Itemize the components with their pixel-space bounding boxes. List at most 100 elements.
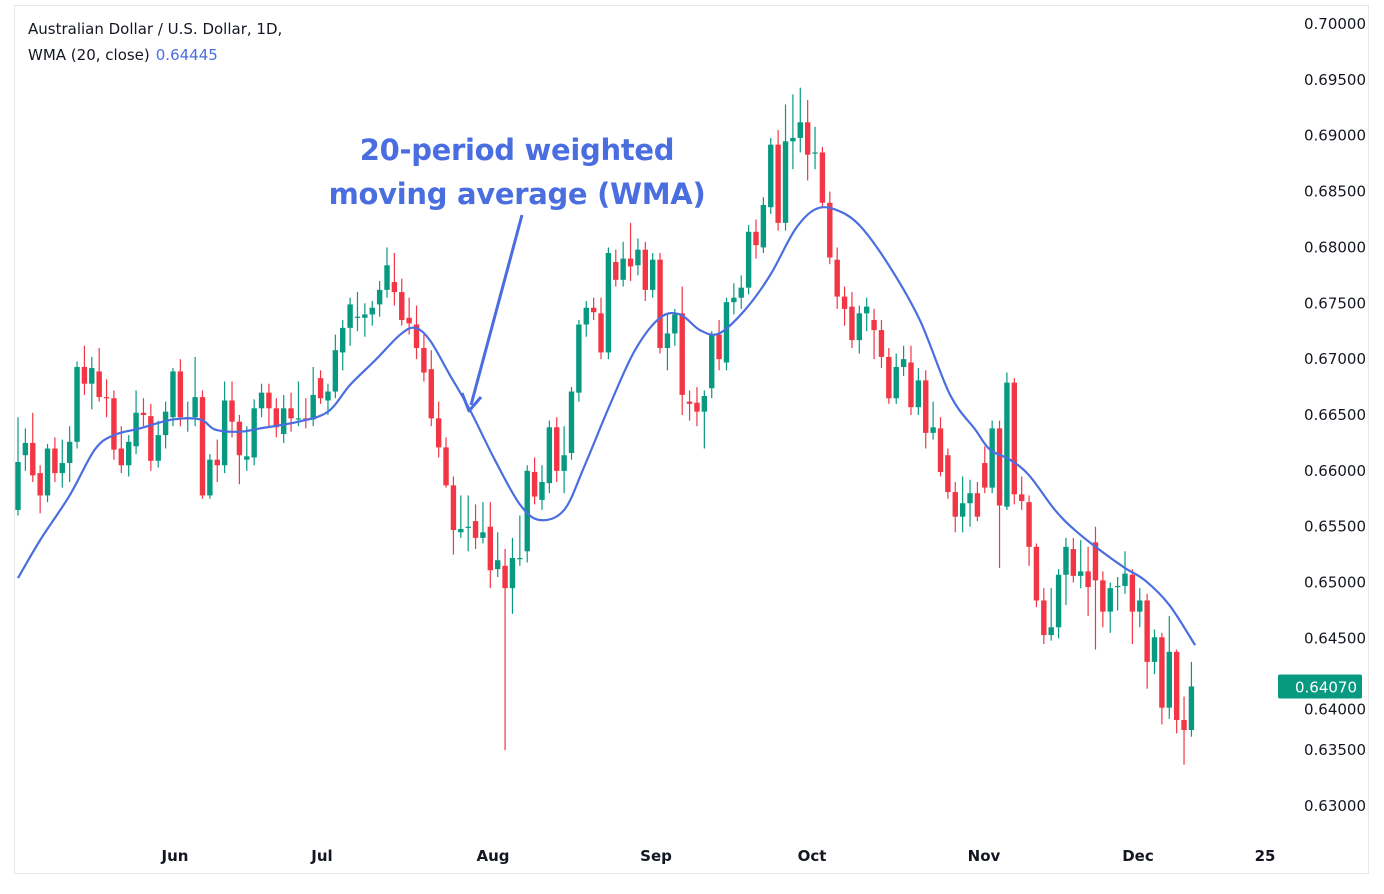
candle-body [509, 557, 516, 589]
candle-body [1033, 546, 1040, 601]
arrow-shaft [469, 214, 524, 406]
indicator-name: WMA (20, close) [28, 46, 150, 64]
candle-body [576, 324, 582, 393]
candle-body [797, 122, 803, 138]
candle-body [723, 302, 730, 363]
candle [812, 126, 818, 170]
candles-layer [15, 87, 1195, 765]
candle-body [531, 471, 538, 497]
time-axis[interactable]: Jun Jul Aug Sep Oct Nov Dec 25 [161, 847, 1276, 865]
candle [1107, 582, 1113, 633]
candle [1151, 629, 1158, 675]
candle-body [465, 526, 471, 528]
candle-body [731, 297, 737, 303]
candle-body [1011, 382, 1017, 495]
candle-body [155, 435, 161, 461]
candle [59, 439, 65, 488]
candle [487, 502, 494, 589]
candle-body [1151, 637, 1158, 662]
candle-body [642, 249, 648, 290]
candle-body [812, 152, 818, 154]
candle-body [996, 428, 1003, 506]
candle [937, 417, 944, 477]
candle [546, 420, 553, 494]
candle [199, 390, 206, 499]
candle-body [443, 447, 449, 486]
candle [849, 292, 855, 348]
candle [900, 345, 907, 376]
candle-body [1122, 573, 1128, 586]
candle [162, 401, 169, 449]
candle-body [1048, 627, 1054, 636]
candle [30, 412, 36, 483]
candle [1026, 495, 1032, 566]
candle-body [435, 418, 442, 448]
price-tick-label: 0.67000 [1304, 350, 1366, 368]
candle [347, 297, 353, 346]
candle-body [782, 141, 789, 223]
candle [996, 420, 1003, 569]
candle [66, 426, 73, 483]
price-axis[interactable]: 0.70000 0.69500 0.69000 0.68500 0.68000 0.675… [1304, 15, 1366, 815]
candle-body [1078, 571, 1084, 576]
candle-body [251, 408, 257, 458]
candle [1144, 593, 1150, 689]
candle [310, 366, 316, 427]
candle [886, 347, 892, 404]
candle-body [635, 249, 641, 266]
price-tick-label: 0.66500 [1304, 406, 1366, 424]
candle [657, 253, 663, 354]
candle [465, 495, 471, 552]
candle-body [1100, 580, 1106, 612]
price-tick-label: 0.65000 [1304, 574, 1366, 592]
candle [443, 437, 449, 488]
candle [399, 278, 405, 326]
candle-body [546, 427, 553, 484]
candle-body [849, 306, 855, 341]
candle [37, 465, 43, 514]
candle [797, 87, 803, 153]
candle-body [1004, 382, 1010, 507]
candle [908, 345, 914, 415]
candle [273, 398, 279, 438]
candle-body [613, 261, 619, 280]
candle [391, 253, 398, 306]
candle-body [162, 411, 169, 436]
candle-body [207, 459, 213, 496]
candle [1048, 588, 1054, 641]
candle [317, 370, 324, 404]
candle [554, 417, 560, 483]
candle-body [280, 408, 287, 434]
candle [1033, 543, 1040, 608]
candle-body [775, 144, 781, 223]
candle-body [1026, 502, 1032, 547]
candle-body [450, 485, 457, 531]
candle [103, 379, 110, 418]
candle [605, 247, 612, 360]
candle-body [487, 526, 494, 571]
time-tick-label: Sep [640, 847, 672, 865]
candle [804, 99, 811, 181]
candle-body [1018, 494, 1025, 502]
candle-body [244, 456, 250, 460]
indicator-legend[interactable]: WMA (20, close) 0.64445 [28, 46, 218, 64]
candle [753, 219, 759, 259]
candle-body [399, 292, 405, 321]
candle-body [295, 418, 302, 420]
candle-body [871, 320, 877, 331]
candle [185, 401, 191, 432]
candle [303, 398, 309, 429]
candle [568, 387, 575, 460]
price-tick-label: 0.63000 [1304, 797, 1366, 815]
candle-body [583, 307, 589, 325]
candle [472, 504, 479, 550]
candle [1085, 546, 1091, 617]
candle [421, 334, 427, 382]
candle-body [864, 306, 870, 314]
candle [118, 426, 125, 474]
time-tick-label: Aug [476, 847, 509, 865]
candle-body [561, 455, 567, 471]
candle-body [44, 448, 51, 496]
candle [480, 502, 486, 544]
